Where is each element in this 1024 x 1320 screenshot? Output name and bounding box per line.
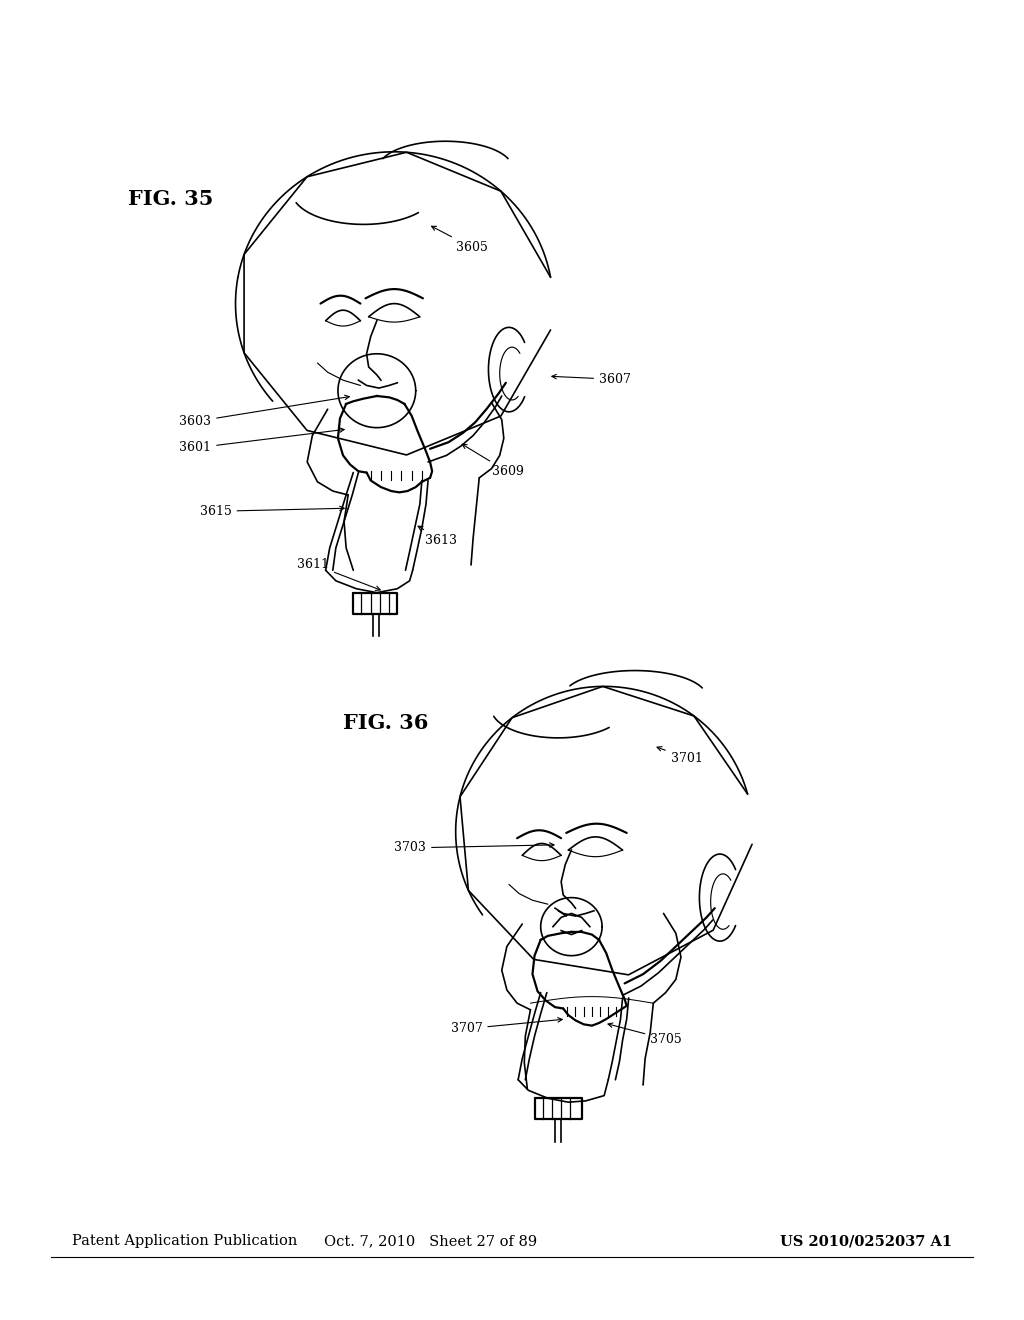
Text: 3607: 3607 [552,372,631,385]
Text: 3601: 3601 [179,428,344,454]
Text: 3611: 3611 [297,557,380,590]
Text: 3705: 3705 [608,1023,682,1045]
Text: US 2010/0252037 A1: US 2010/0252037 A1 [780,1234,952,1249]
Text: Oct. 7, 2010   Sheet 27 of 89: Oct. 7, 2010 Sheet 27 of 89 [324,1234,537,1249]
Text: 3615: 3615 [200,504,344,517]
Text: 3605: 3605 [431,226,487,253]
Text: 3701: 3701 [657,747,702,764]
Text: 3603: 3603 [179,395,349,428]
Text: 3707: 3707 [451,1018,562,1035]
Text: 3609: 3609 [462,445,523,478]
Text: 3613: 3613 [418,527,457,546]
Text: Patent Application Publication: Patent Application Publication [72,1234,297,1249]
Text: FIG. 36: FIG. 36 [343,713,428,733]
Text: FIG. 35: FIG. 35 [128,189,213,209]
Text: 3703: 3703 [394,841,554,854]
